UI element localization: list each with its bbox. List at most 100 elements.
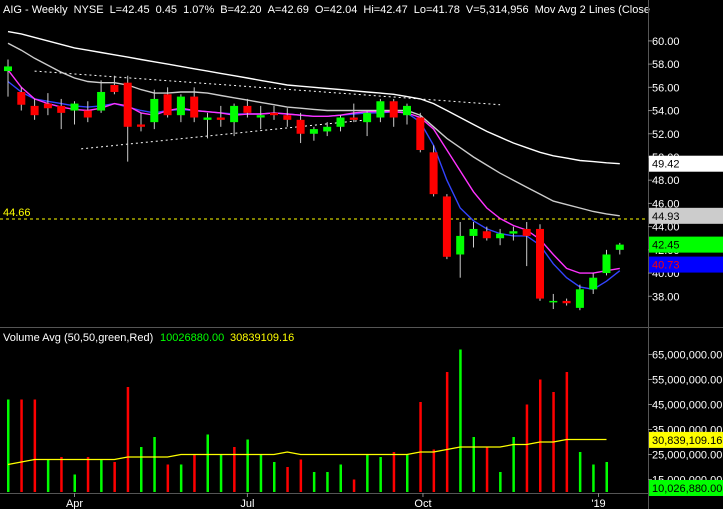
volume-bar <box>459 349 462 492</box>
candle-body <box>456 235 465 255</box>
candle-body <box>615 244 624 250</box>
price-tick-label: 46.00 <box>652 198 680 210</box>
candle <box>389 98 398 127</box>
candle-body <box>549 300 558 303</box>
candle <box>190 87 199 123</box>
candle-body <box>575 289 584 308</box>
candle <box>243 98 252 118</box>
candle-body <box>403 105 411 116</box>
price-badge-label: 42.45 <box>652 240 680 252</box>
volume-tick-label: 45,000,000.00 <box>652 400 722 412</box>
candle-body <box>602 254 611 274</box>
price-badge: 40.73 <box>649 256 723 273</box>
candle-body <box>4 66 12 72</box>
candle <box>349 103 358 123</box>
candle <box>123 75 132 162</box>
candle-body <box>376 101 385 118</box>
volume-bar <box>539 379 542 492</box>
candle-body <box>123 82 132 127</box>
volume-header: Volume Avg (50,50,green,Red) 10026880.00… <box>3 332 294 344</box>
volume-bar <box>485 447 489 492</box>
candle <box>602 249 611 276</box>
candle <box>296 112 305 144</box>
candle-body <box>110 85 119 92</box>
volume-badge-label: 10,026,880.00 <box>652 483 722 495</box>
candle <box>83 101 92 123</box>
candle <box>323 122 332 137</box>
price-badge-bg <box>649 236 723 253</box>
candle <box>589 273 598 294</box>
volume-bar <box>299 459 303 492</box>
volume-bar <box>565 372 569 492</box>
candle-body <box>57 105 66 113</box>
candle-body <box>216 117 225 120</box>
volume-average-line <box>7 438 607 466</box>
price-tick-label: 44.00 <box>652 222 680 234</box>
volume-bar <box>326 472 329 492</box>
candle <box>549 293 558 310</box>
candle <box>203 112 212 139</box>
candle-body <box>17 91 26 105</box>
candle-body <box>43 103 52 109</box>
candle <box>336 115 345 132</box>
candle <box>376 98 385 123</box>
candle-body <box>230 105 239 123</box>
volume-tick-label: 25,000,000.00 <box>652 450 722 462</box>
price-tick-label: 54.00 <box>652 106 680 118</box>
candle-body <box>482 231 491 239</box>
time-tick-label: Apr <box>66 498 83 509</box>
volume-bar <box>366 454 369 492</box>
time-tick-label: '19 <box>591 498 605 509</box>
volume-bar <box>273 462 276 492</box>
price-tick-label: 56.00 <box>652 82 680 94</box>
candle <box>416 112 425 153</box>
candle <box>4 59 12 97</box>
price-badges: 49.42 44.93 42.45 40.73 <box>649 155 723 273</box>
price-badge-bg <box>649 155 723 172</box>
candle-body <box>536 228 544 299</box>
volume-badge-label: 30,839,109.16 <box>652 435 722 447</box>
candle <box>482 226 491 241</box>
candle-body <box>336 117 345 127</box>
volume-bar <box>140 447 143 492</box>
candle-body <box>176 96 185 116</box>
candle <box>469 221 478 248</box>
candle-body <box>83 110 92 118</box>
candle <box>17 87 26 111</box>
volume-bar <box>73 474 76 492</box>
candle <box>110 75 119 95</box>
volume-label: Volume Avg (50,50,green,Red) <box>3 332 153 344</box>
volume-bar <box>605 462 608 492</box>
candle <box>176 94 185 123</box>
candle <box>575 284 584 311</box>
candle <box>283 108 292 127</box>
candle-body <box>203 117 212 120</box>
volume-bar <box>219 454 223 492</box>
volume-bar <box>392 452 396 492</box>
candle-body <box>589 277 598 290</box>
candle <box>230 103 239 137</box>
time-tick-label: Oct <box>414 498 431 509</box>
candle-body <box>190 96 199 118</box>
candle-body <box>243 105 252 113</box>
volume-bar <box>312 472 316 492</box>
candle-body <box>256 115 265 118</box>
volume-bar <box>406 454 409 492</box>
volume-bar <box>233 447 236 492</box>
candle-body <box>70 103 79 111</box>
volume-bar <box>153 437 156 492</box>
candle <box>216 105 225 127</box>
volume-tick-label: 65,000,000.00 <box>652 350 722 362</box>
volume-bar <box>592 464 595 492</box>
volume-bar <box>193 454 196 492</box>
candle <box>43 93 52 116</box>
price-badge: 44.93 <box>649 207 723 224</box>
volume-bar <box>33 399 37 492</box>
candle <box>536 224 544 301</box>
candle <box>522 221 531 267</box>
volume-bar <box>113 462 116 492</box>
candle-body <box>496 233 505 239</box>
volume-bar <box>246 439 249 492</box>
volume-bar <box>499 472 502 492</box>
